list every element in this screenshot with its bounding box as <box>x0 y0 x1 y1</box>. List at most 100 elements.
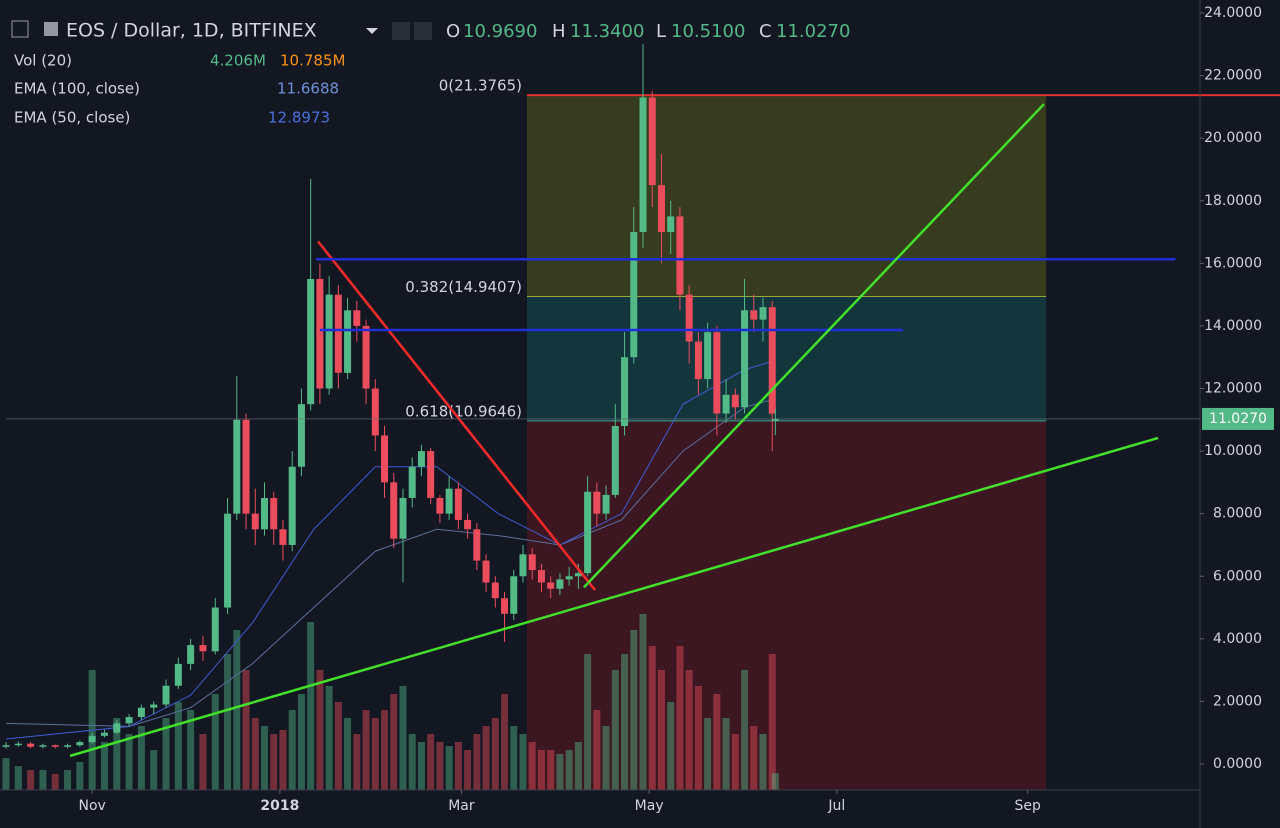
volume-bar <box>482 726 490 790</box>
candle-body <box>251 513 259 530</box>
volume-bar <box>537 750 545 790</box>
volume-bar <box>630 630 638 790</box>
study-name[interactable]: EMA (100, close) <box>14 80 140 98</box>
volume-bar <box>639 614 647 790</box>
dropdown[interactable] <box>366 28 378 34</box>
volume-bar <box>685 670 693 790</box>
volume-bar <box>574 742 582 790</box>
candle-body <box>741 310 749 408</box>
candle-body <box>307 278 315 405</box>
fib-zone <box>526 296 1047 421</box>
candle-body <box>113 723 121 733</box>
symbol-icon <box>44 22 58 36</box>
candle-body <box>316 278 324 389</box>
volume-bar <box>100 742 108 790</box>
volume-bar <box>362 710 370 790</box>
volume-bar <box>51 774 59 790</box>
volume-bar <box>556 754 564 790</box>
candle-body <box>408 466 416 499</box>
candle-body <box>211 607 219 652</box>
volume-bar <box>113 718 121 790</box>
study-value: 10.785M <box>280 52 345 70</box>
study-name[interactable]: EMA (50, close) <box>14 109 130 127</box>
volume-bar <box>174 702 182 790</box>
y-tick-label: 8.0000 <box>1213 506 1262 522</box>
x-tick-label: Nov <box>79 798 106 814</box>
volume-bar <box>307 622 315 790</box>
y-tick-label: 22.0000 <box>1204 68 1262 84</box>
candle-body <box>473 529 481 561</box>
volume-bar <box>187 710 195 790</box>
volume-bar <box>162 718 170 790</box>
volume-bar <box>547 750 555 790</box>
ohlc-key: H <box>552 21 566 42</box>
candle-body <box>353 310 361 326</box>
last-price-label: 11.0270 <box>1209 411 1267 427</box>
candle-body <box>39 745 47 747</box>
candle-body <box>100 732 108 736</box>
candle-body <box>722 394 730 414</box>
candle-body <box>371 388 379 436</box>
candle-body <box>399 498 407 539</box>
candle-body <box>137 707 145 718</box>
volume-bar <box>584 654 592 790</box>
volume-bar <box>694 686 702 790</box>
candle-body <box>639 97 647 233</box>
volume-bar <box>150 750 158 790</box>
candle-body <box>768 307 776 414</box>
volume-bar <box>501 694 509 790</box>
volume-bar <box>464 750 472 790</box>
candle-body <box>574 573 582 577</box>
volume-bar <box>371 718 379 790</box>
volume-bar <box>39 770 47 790</box>
candle-body <box>602 494 610 514</box>
candle-body <box>224 513 232 608</box>
candle-body <box>454 488 462 520</box>
volume-bar <box>602 726 610 790</box>
trend-line <box>583 103 1045 589</box>
volume-bar <box>137 726 145 790</box>
settings-button[interactable] <box>414 22 432 40</box>
candle-body <box>297 404 305 467</box>
volume-bar <box>528 742 536 790</box>
candle-body <box>2 745 10 747</box>
candle-body <box>436 498 444 514</box>
candle-body <box>611 426 619 495</box>
candle-body <box>510 576 518 614</box>
study-name[interactable]: Vol (20) <box>14 52 72 70</box>
volume-bar <box>657 670 665 790</box>
candle-body <box>174 663 182 686</box>
candle-body <box>334 294 342 373</box>
candle-body <box>657 185 665 233</box>
x-tick-label: 2018 <box>260 798 299 814</box>
volume-bar <box>279 730 287 790</box>
candle-body <box>519 554 527 577</box>
y-tick-label: 4.0000 <box>1213 631 1262 647</box>
ohlc-key: L <box>656 21 666 42</box>
y-tick-label: 2.0000 <box>1213 693 1262 709</box>
candle-body <box>27 743 35 747</box>
menu-icon[interactable] <box>11 20 29 38</box>
y-tick-label: 0.0000 <box>1213 756 1262 772</box>
ohlc-key: O <box>446 21 460 42</box>
candle-body <box>491 582 499 599</box>
volume-bar <box>565 750 573 790</box>
candle-body <box>390 482 398 539</box>
fib-label: 0.382(14.9407) <box>405 278 522 296</box>
ohlc-value: 10.5100 <box>671 21 745 42</box>
eye-button[interactable] <box>392 22 410 40</box>
x-tick-label: Sep <box>1014 798 1041 814</box>
fib-zone <box>526 95 1047 297</box>
candle-body <box>270 498 278 530</box>
volume-bar <box>353 734 361 790</box>
y-tick-label: 24.0000 <box>1204 5 1262 21</box>
volume-bar <box>593 710 601 790</box>
candle-body <box>64 745 72 747</box>
candle-body <box>584 491 592 574</box>
volume-bar <box>408 734 416 790</box>
volume-bar <box>270 734 278 790</box>
symbol-title[interactable]: EOS / Dollar, 1D, BITFINEX <box>66 20 317 42</box>
candle-body <box>482 560 490 583</box>
x-tick-label: May <box>635 798 664 814</box>
candle-body <box>759 307 767 320</box>
